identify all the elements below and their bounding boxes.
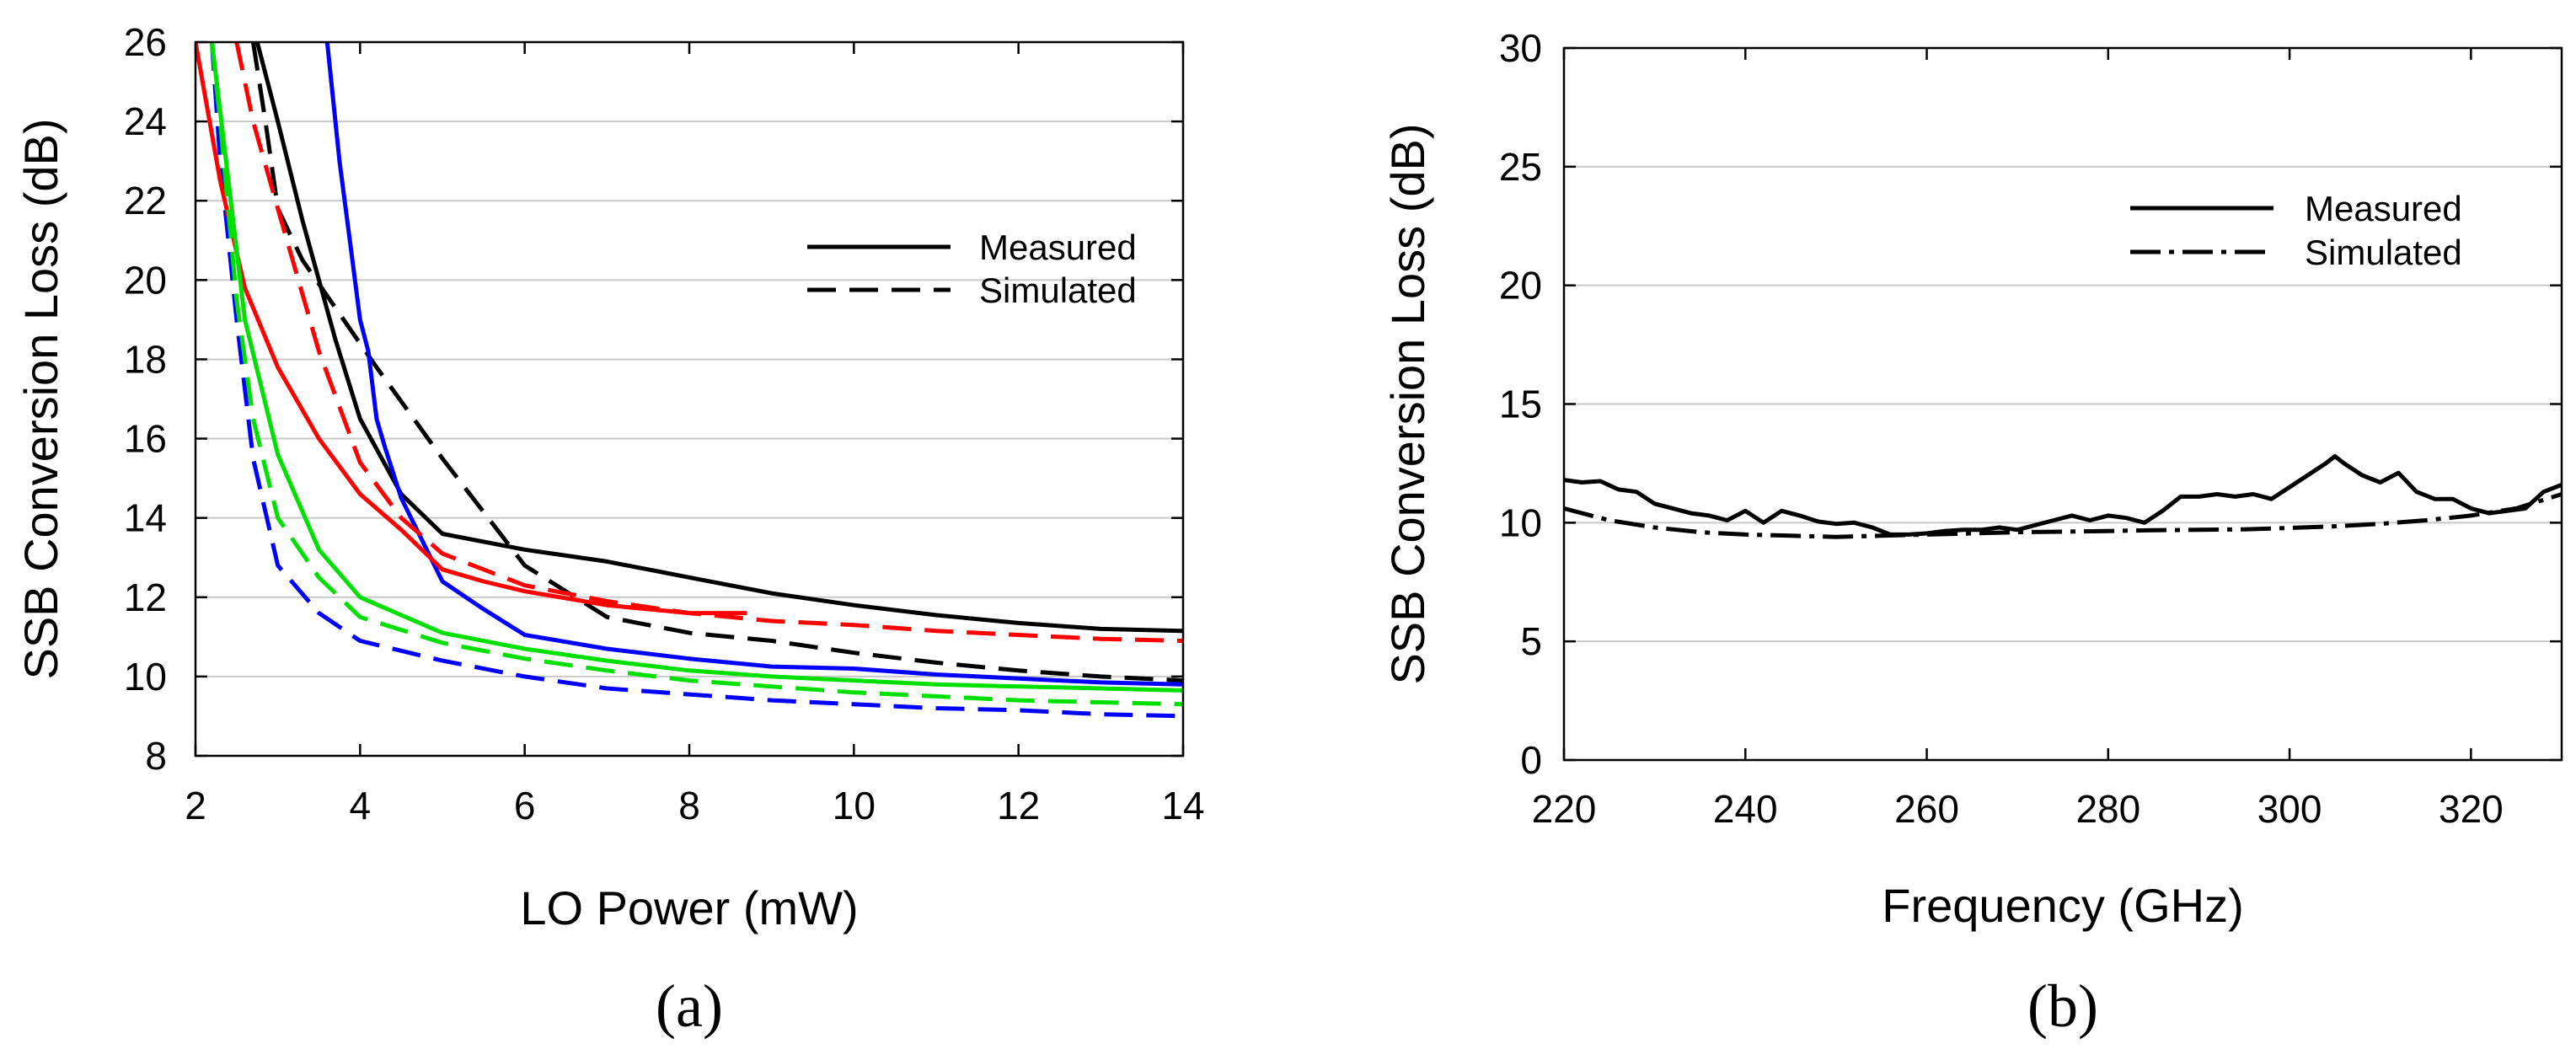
legend-label: Simulated	[979, 270, 1137, 310]
panel-label: (b)	[2027, 972, 2098, 1040]
series-line-measured	[1564, 454, 2562, 537]
legend-label: Measured	[2305, 189, 2462, 228]
x-tick-label: 220	[1532, 787, 1597, 831]
y-tick-label: 16	[124, 417, 167, 461]
x-tick-label: 12	[997, 784, 1040, 827]
chart-panel-b: 0 5 10 15 20 25 30 220 240 260 280 300 320 Measured Si…	[1381, 26, 2563, 1040]
x-tick-label: 8	[678, 784, 700, 827]
series-line-simulated-green	[210, 42, 1183, 707]
y-axis-title: SSB Conversion Loss (dB)	[14, 118, 67, 679]
y-tick-label: 22	[124, 179, 167, 222]
series-line-measured-blue	[324, 42, 1183, 687]
x-tick-label: 10	[833, 784, 876, 827]
series-group	[195, 42, 1183, 719]
y-tick-label: 20	[1499, 264, 1542, 308]
legend-label: Simulated	[2305, 233, 2462, 272]
y-tick-label: 26	[124, 20, 167, 64]
legend: Measured Simulated	[2130, 189, 2462, 272]
y-tick-label: 8	[145, 734, 167, 778]
y-tick-label: 30	[1499, 26, 1542, 70]
y-tick-label: 24	[124, 99, 167, 143]
y-tick-label: 5	[1520, 619, 1542, 663]
x-tick-label: 4	[350, 784, 372, 827]
x-tick-label: 320	[2439, 787, 2504, 831]
x-tick-label: 300	[2257, 787, 2322, 831]
legend-label: Measured	[979, 228, 1137, 267]
y-tick-label: 10	[1499, 501, 1542, 544]
plot-frame	[194, 40, 1185, 758]
series-line-simulated	[1564, 492, 2562, 539]
series-line-simulated-blue	[210, 42, 1183, 719]
x-axis-title: LO Power (mW)	[520, 881, 858, 934]
series-line-measured-red	[195, 42, 747, 616]
y-tick-label: 14	[124, 496, 167, 540]
series-group	[1564, 454, 2562, 539]
x-tick-label: 6	[514, 784, 536, 827]
plot-frame	[1562, 46, 2563, 762]
panel-label: (a)	[656, 972, 723, 1040]
y-axis-title: SSB Conversion Loss (dB)	[1381, 123, 1434, 684]
x-tick-label: 280	[2075, 787, 2140, 831]
y-tick-label: 15	[1499, 383, 1542, 426]
x-tick-label: 260	[1894, 787, 1959, 831]
series-line-simulated-red	[234, 42, 1183, 643]
y-tick-label: 20	[124, 258, 167, 302]
x-tick-label: 2	[185, 784, 206, 827]
y-tick-label: 12	[124, 576, 167, 619]
y-tick-label: 0	[1520, 738, 1542, 782]
x-tick-label: 14	[1161, 784, 1204, 827]
x-axis-title: Frequency (GHz)	[1882, 879, 2243, 932]
series-line-measured-black	[254, 42, 1183, 634]
x-tick-label: 240	[1713, 787, 1778, 831]
y-tick-label: 18	[124, 337, 167, 381]
series-line-measured-green	[210, 42, 1183, 693]
y-tick-label: 25	[1499, 145, 1542, 189]
y-tick-label: 10	[124, 655, 167, 699]
